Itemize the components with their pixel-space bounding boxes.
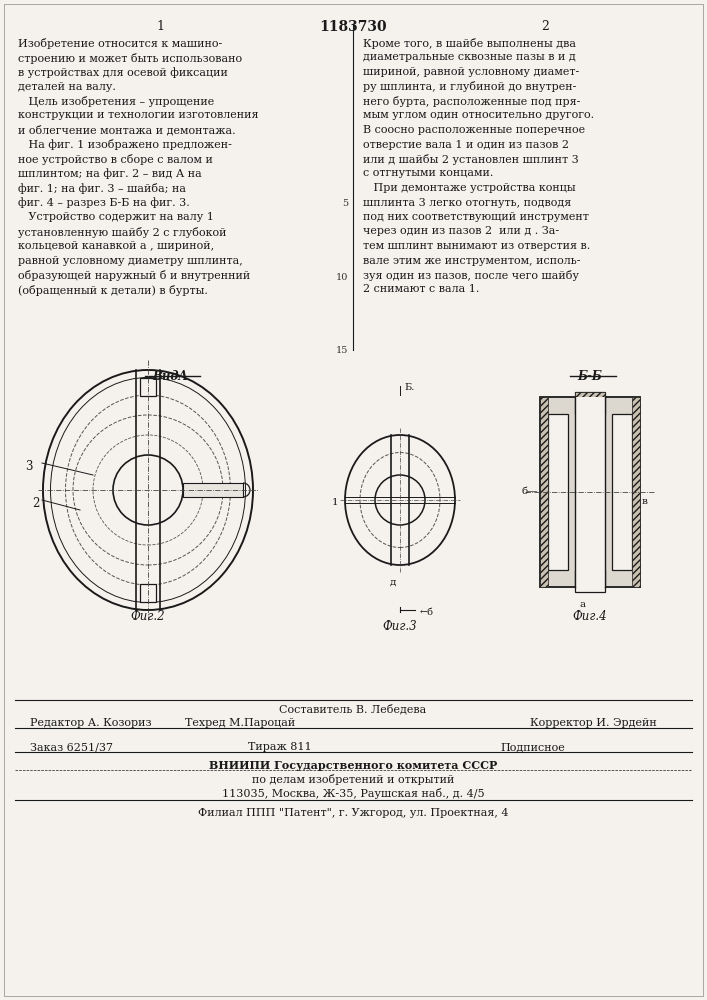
Text: Подписное: Подписное [500, 742, 565, 752]
Text: 10: 10 [336, 273, 348, 282]
Text: мым углом один относительно другого.: мым углом один относительно другого. [363, 110, 594, 120]
Text: 5: 5 [342, 199, 348, 208]
Text: ←б: ←б [420, 608, 434, 617]
Text: деталей на валу.: деталей на валу. [18, 82, 116, 92]
Text: него бурта, расположенные под пря-: него бурта, расположенные под пря- [363, 96, 580, 107]
Text: В соосно расположенные поперечное: В соосно расположенные поперечное [363, 125, 585, 135]
Text: 1: 1 [156, 20, 164, 33]
Text: б—: б— [522, 487, 539, 496]
Text: шплинтом; на фиг. 2 – вид А на: шплинтом; на фиг. 2 – вид А на [18, 168, 201, 179]
Text: Фиг.4: Фиг.4 [573, 610, 607, 623]
Text: фиг. 1; на фиг. 3 – шайба; на: фиг. 1; на фиг. 3 – шайба; на [18, 183, 186, 194]
Text: установленную шайбу 2 с глубокой: установленную шайбу 2 с глубокой [18, 227, 226, 237]
Text: отверстие вала 1 и один из пазов 2: отверстие вала 1 и один из пазов 2 [363, 139, 569, 149]
Text: Б.: Б. [405, 383, 415, 392]
Text: Изобретение относится к машино-: Изобретение относится к машино- [18, 38, 222, 49]
Text: ру шплинта, и глубиной до внутрен-: ру шплинта, и глубиной до внутрен- [363, 82, 576, 93]
Text: Заказ 6251/37: Заказ 6251/37 [30, 742, 113, 752]
Bar [575, 392, 605, 397]
Bar [540, 397, 548, 587]
Text: ВидA: ВидA [152, 370, 188, 383]
Text: зуя один из пазов, после чего шайбу: зуя один из пазов, после чего шайбу [363, 270, 579, 281]
Text: с отгнутыми концами.: с отгнутыми концами. [363, 168, 493, 178]
Text: Техред М.Пароцай: Техред М.Пароцай [185, 718, 295, 728]
Text: д: д [390, 578, 397, 587]
Text: шириной, равной условному диамет-: шириной, равной условному диамет- [363, 67, 579, 77]
Bar [140, 584, 156, 602]
Text: строению и может быть использовано: строению и может быть использовано [18, 52, 242, 64]
Bar [540, 397, 640, 587]
Text: Б-Б: Б-Б [578, 370, 602, 383]
Text: 1: 1 [332, 498, 339, 507]
Bar [140, 378, 156, 396]
Text: в: в [642, 497, 648, 506]
Text: Редактор А. Козориз: Редактор А. Козориз [30, 718, 151, 728]
Text: тем шплинт вынимают из отверстия в.: тем шплинт вынимают из отверстия в. [363, 241, 590, 251]
Text: конструкции и технологии изготовления: конструкции и технологии изготовления [18, 110, 259, 120]
Text: образующей наружный б и внутренний: образующей наружный б и внутренний [18, 270, 250, 281]
Text: Фиг.3: Фиг.3 [382, 620, 417, 633]
Text: Составитель В. Лебедева: Составитель В. Лебедева [279, 704, 426, 715]
Text: ВНИИПИ Государственного комитета СССР: ВНИИПИ Государственного комитета СССР [209, 760, 497, 771]
Text: 15: 15 [336, 346, 348, 355]
Text: 3: 3 [25, 460, 33, 473]
Text: 2 снимают с вала 1.: 2 снимают с вала 1. [363, 284, 479, 294]
Bar [183, 483, 243, 497]
Text: по делам изобретений и открытий: по делам изобретений и открытий [252, 774, 454, 785]
Text: равной условному диаметру шплинта,: равной условному диаметру шплинта, [18, 255, 243, 265]
Text: 2: 2 [32, 497, 40, 510]
Bar [575, 570, 605, 592]
Bar [548, 414, 568, 570]
Text: Фиг.2: Фиг.2 [131, 610, 165, 623]
Text: или д шайбы 2 установлен шплинт 3: или д шайбы 2 установлен шплинт 3 [363, 154, 579, 165]
Text: 113035, Москва, Ж-35, Раушская наб., д. 4/5: 113035, Москва, Ж-35, Раушская наб., д. … [222, 788, 484, 799]
Text: фиг. 4 – разрез Б-Б на фиг. 3.: фиг. 4 – разрез Б-Б на фиг. 3. [18, 198, 189, 208]
Bar [612, 414, 632, 570]
Text: Корректор И. Эрдейн: Корректор И. Эрдейн [530, 718, 657, 728]
Text: На фиг. 1 изображено предложен-: На фиг. 1 изображено предложен- [18, 139, 232, 150]
Text: ное устройство в сборе с валом и: ное устройство в сборе с валом и [18, 154, 213, 165]
Text: а: а [580, 600, 586, 609]
Bar [575, 392, 605, 414]
Text: шплинта 3 легко отогнуть, подводя: шплинта 3 легко отогнуть, подводя [363, 198, 571, 208]
Text: Устройство содержит на валу 1: Устройство содержит на валу 1 [18, 212, 214, 222]
Text: (обращенный к детали) в бурты.: (обращенный к детали) в бурты. [18, 284, 208, 296]
Text: 1183730: 1183730 [319, 20, 387, 34]
Text: диаметральные сквозные пазы в и д: диаметральные сквозные пазы в и д [363, 52, 575, 62]
Text: Цель изобретения – упрощение: Цель изобретения – упрощение [18, 96, 214, 107]
Text: Тираж 811: Тираж 811 [248, 742, 312, 752]
Bar [575, 392, 605, 414]
Text: 2: 2 [541, 20, 549, 33]
Text: через один из пазов 2  или д . За-: через один из пазов 2 или д . За- [363, 227, 559, 236]
Text: в устройствах для осевой фиксации: в устройствах для осевой фиксации [18, 67, 228, 78]
Bar [575, 397, 605, 587]
Text: Филиал ППП "Патент", г. Ужгород, ул. Проектная, 4: Филиал ППП "Патент", г. Ужгород, ул. Про… [198, 808, 508, 818]
Text: При демонтаже устройства концы: При демонтаже устройства концы [363, 183, 575, 193]
Text: вале этим же инструментом, исполь-: вале этим же инструментом, исполь- [363, 255, 580, 265]
Text: Кроме того, в шайбе выполнены два: Кроме того, в шайбе выполнены два [363, 38, 576, 49]
Bar [632, 397, 640, 587]
Text: кольцевой канавкой а , шириной,: кольцевой канавкой а , шириной, [18, 241, 214, 251]
Text: под них соответствующий инструмент: под них соответствующий инструмент [363, 212, 589, 222]
Text: и облегчение монтажа и демонтажа.: и облегчение монтажа и демонтажа. [18, 125, 235, 136]
